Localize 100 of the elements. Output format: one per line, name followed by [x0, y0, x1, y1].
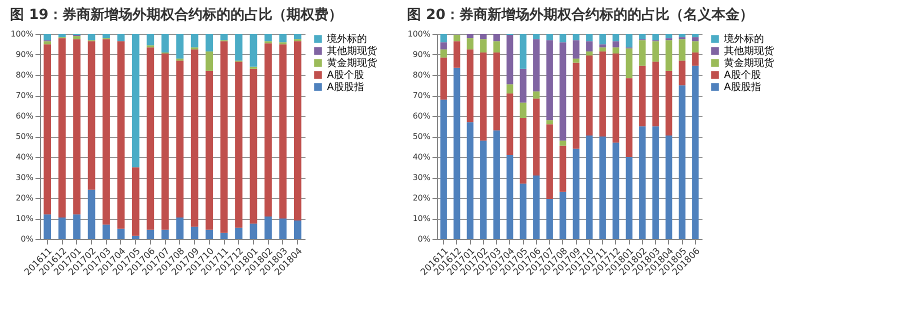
bar	[560, 34, 566, 42]
bar	[506, 84, 514, 94]
bar	[250, 34, 258, 67]
bar	[560, 42, 566, 141]
y-tick-label: 40%	[412, 152, 431, 162]
legend-label: 境外标的	[723, 33, 764, 45]
bar	[44, 41, 52, 44]
bar	[73, 214, 80, 239]
y-tick-label: 80%	[412, 70, 431, 80]
bar	[235, 34, 242, 61]
y-tick-label: 20%	[412, 194, 431, 202]
y-tick-label: 70%	[16, 91, 34, 100]
y-tick-label: 60%	[16, 112, 34, 120]
bar	[206, 70, 213, 230]
bar	[599, 51, 606, 136]
bar	[44, 44, 52, 214]
bar	[599, 34, 606, 44]
bar	[599, 136, 606, 239]
bar	[440, 58, 447, 100]
bar	[206, 230, 213, 239]
bar	[652, 41, 659, 62]
bar	[190, 49, 198, 227]
bar	[480, 34, 487, 40]
bar	[454, 68, 460, 239]
bar	[146, 47, 154, 230]
bar	[58, 34, 66, 38]
chart-title: 图 20：券商新增场外期权合约标的的占比（名义本金）	[407, 6, 754, 23]
bar	[88, 41, 96, 190]
bar	[176, 34, 184, 59]
bar	[652, 126, 659, 239]
bar	[639, 40, 646, 66]
legend-label: A股个股	[327, 69, 364, 81]
bar	[586, 41, 593, 52]
bar	[294, 220, 302, 239]
y-tick-label: 10%	[412, 214, 431, 223]
bar	[533, 91, 540, 99]
bar	[220, 41, 228, 233]
bar	[506, 154, 514, 239]
legend-label: A股股指	[724, 81, 761, 93]
bar	[546, 124, 553, 200]
bar	[176, 60, 184, 218]
bar	[250, 68, 258, 224]
bar	[58, 38, 66, 218]
bar	[533, 39, 540, 92]
bar	[58, 217, 66, 239]
bar	[639, 126, 646, 239]
y-tick-label: 30%	[412, 173, 431, 182]
bar	[560, 192, 566, 239]
bar	[586, 34, 593, 42]
legend-label: 其他期现货	[327, 45, 377, 57]
bar	[117, 41, 125, 229]
y-tick-label: 70%	[412, 91, 431, 100]
bar	[146, 230, 154, 239]
bar	[493, 34, 500, 42]
bar	[466, 34, 474, 38]
y-tick-label: 0%	[20, 234, 34, 244]
bar	[520, 68, 526, 103]
bar	[572, 58, 580, 63]
bar	[88, 34, 96, 40]
bar	[440, 42, 447, 50]
y-tick-label: 100%	[10, 30, 34, 38]
bar	[264, 34, 272, 42]
bar	[533, 175, 540, 239]
y-tick-label: 100%	[408, 30, 431, 38]
bar	[176, 217, 184, 239]
bar	[132, 34, 140, 168]
legend-label: 境外标的	[326, 33, 367, 45]
bar	[279, 44, 287, 218]
bar	[440, 49, 447, 58]
y-tick-label: 90%	[16, 50, 34, 59]
bar	[190, 34, 198, 48]
bar	[599, 47, 606, 52]
bar	[279, 218, 287, 239]
legend-label: 黄金期现货	[724, 57, 774, 69]
bar	[692, 37, 699, 42]
y-tick-label: 80%	[16, 70, 34, 80]
bar	[466, 49, 474, 122]
bar	[546, 120, 553, 124]
bar	[692, 66, 699, 239]
y-tick-label: 30%	[16, 173, 34, 182]
y-tick-label: 90%	[412, 50, 431, 59]
bar	[493, 130, 500, 239]
bar	[520, 34, 526, 69]
bar	[132, 236, 140, 239]
bar	[206, 51, 213, 71]
chart-title: 图 19：券商新增场外期权合约标的的占比（期权费）	[10, 6, 342, 23]
bar	[132, 167, 140, 236]
bar	[520, 102, 526, 118]
bar	[161, 34, 169, 52]
bar	[599, 44, 606, 48]
legend-label: A股股指	[327, 81, 364, 93]
bar	[206, 34, 213, 52]
bar	[190, 226, 198, 239]
bar	[666, 70, 672, 136]
bar	[652, 34, 659, 40]
bar	[586, 56, 593, 136]
bar	[220, 34, 228, 40]
bar	[560, 146, 566, 192]
bar	[652, 62, 659, 126]
bar	[264, 216, 272, 239]
